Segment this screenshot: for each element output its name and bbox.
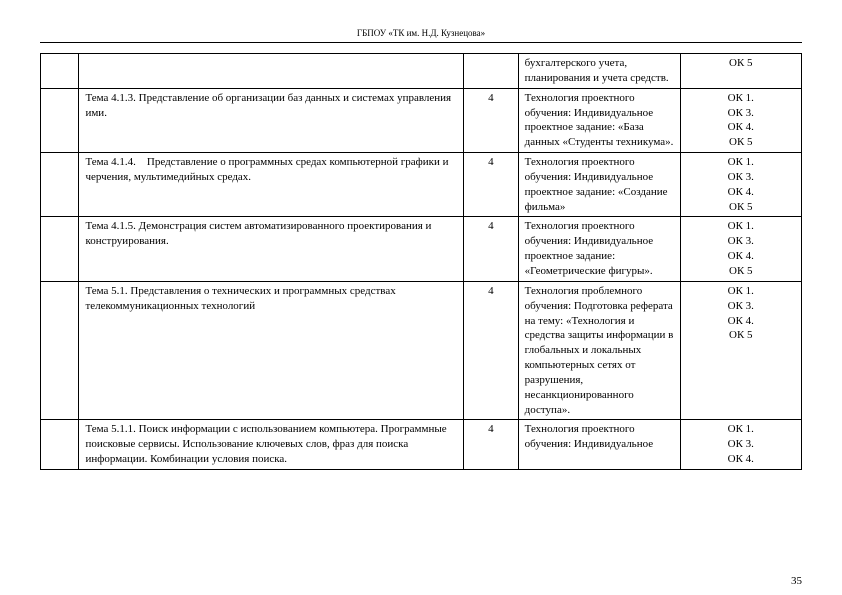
competence-code: ОК 4. xyxy=(687,185,795,200)
page-header: ГБПОУ «ТК им. Н.Д. Кузнецова» xyxy=(40,28,802,43)
competence-code: ОК 4. xyxy=(687,249,795,264)
technology-cell: Технология проектного обучения: Индивиду… xyxy=(518,153,680,217)
topic-cell: Тема 4.1.4. Представление о программных … xyxy=(79,153,464,217)
hours-cell: 4 xyxy=(464,217,519,281)
hours-cell: 4 xyxy=(464,153,519,217)
competence-code: ОК 5 xyxy=(687,264,795,279)
competence-code: ОК 1. xyxy=(687,422,795,437)
competence-cell: ОК 5 xyxy=(680,54,801,89)
row-number-cell xyxy=(41,153,79,217)
row-number-cell xyxy=(41,420,79,470)
competence-code: ОК 4. xyxy=(687,120,795,135)
competence-code: ОК 3. xyxy=(687,437,795,452)
competence-cell: ОК 1.ОК 3.ОК 4.ОК 5 xyxy=(680,217,801,281)
table-row: Тема 4.1.4. Представление о программных … xyxy=(41,153,802,217)
row-number-cell xyxy=(41,217,79,281)
topic-cell: Тема 5.1.1. Поиск информации с использов… xyxy=(79,420,464,470)
competence-code: ОК 1. xyxy=(687,284,795,299)
topic-cell: Тема 5.1. Представления о технических и … xyxy=(79,281,464,420)
competence-code: ОК 3. xyxy=(687,170,795,185)
competence-cell: ОК 1.ОК 3.ОК 4.ОК 5 xyxy=(680,88,801,152)
row-number-cell xyxy=(41,54,79,89)
hours-cell: 4 xyxy=(464,420,519,470)
row-number-cell xyxy=(41,281,79,420)
table-row: Тема 5.1. Представления о технических и … xyxy=(41,281,802,420)
competence-code: ОК 5 xyxy=(687,135,795,150)
technology-cell: бухгалтерского учета, планирования и уче… xyxy=(518,54,680,89)
competence-code: ОК 5 xyxy=(687,56,795,71)
table-row: Тема 5.1.1. Поиск информации с использов… xyxy=(41,420,802,470)
hours-cell: 4 xyxy=(464,88,519,152)
table-row: Тема 4.1.3. Представление об организации… xyxy=(41,88,802,152)
table-row: Тема 4.1.5. Демонстрация систем автомати… xyxy=(41,217,802,281)
technology-cell: Технология проблемного обучения: Подгото… xyxy=(518,281,680,420)
technology-cell: Технология проектного обучения: Индивиду… xyxy=(518,217,680,281)
competence-code: ОК 3. xyxy=(687,299,795,314)
competence-code: ОК 1. xyxy=(687,219,795,234)
competence-code: ОК 5 xyxy=(687,200,795,215)
competence-code: ОК 3. xyxy=(687,106,795,121)
topic-cell: Тема 4.1.3. Представление об организации… xyxy=(79,88,464,152)
technology-cell: Технология проектного обучения: Индивиду… xyxy=(518,88,680,152)
competence-cell: ОК 1.ОК 3.ОК 4.ОК 5 xyxy=(680,281,801,420)
table-row: бухгалтерского учета, планирования и уче… xyxy=(41,54,802,89)
competence-cell: ОК 1.ОК 3.ОК 4.ОК 5 xyxy=(680,153,801,217)
competence-code: ОК 5 xyxy=(687,328,795,343)
competence-code: ОК 4. xyxy=(687,314,795,329)
row-number-cell xyxy=(41,88,79,152)
competence-code: ОК 3. xyxy=(687,234,795,249)
topic-cell xyxy=(79,54,464,89)
competence-code: ОК 1. xyxy=(687,155,795,170)
page-number: 35 xyxy=(791,575,802,587)
topic-cell: Тема 4.1.5. Демонстрация систем автомати… xyxy=(79,217,464,281)
hours-cell: 4 xyxy=(464,281,519,420)
competence-code: ОК 4. xyxy=(687,452,795,467)
competence-code: ОК 1. xyxy=(687,91,795,106)
competence-cell: ОК 1.ОК 3.ОК 4. xyxy=(680,420,801,470)
technology-cell: Технология проектного обучения: Индивиду… xyxy=(518,420,680,470)
curriculum-table: бухгалтерского учета, планирования и уче… xyxy=(40,53,802,470)
hours-cell xyxy=(464,54,519,89)
